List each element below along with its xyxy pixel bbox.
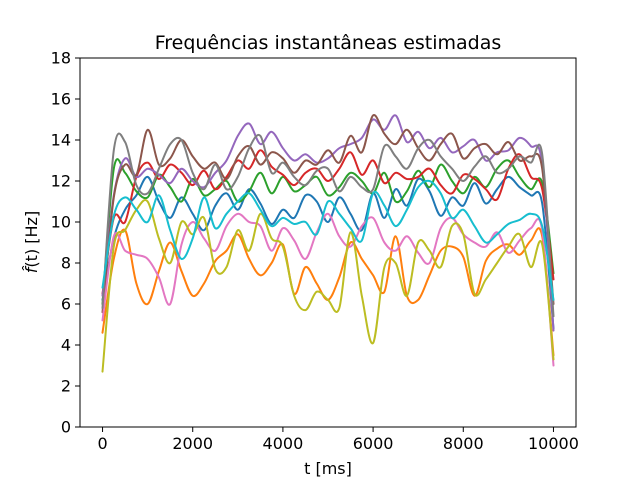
y-tick-label: 16 [51,90,71,109]
series-line-6 [101,114,555,314]
x-axis-label: t [ms] [304,459,352,478]
x-tick-label: 8000 [443,434,484,453]
series-layer [101,114,555,373]
series-line-7 [101,212,555,367]
x-tick-label: 2000 [172,434,213,453]
plot-area [80,58,576,427]
y-axis-ticks: 0 2 4 6 8 10 12 14 16 18 [51,49,80,437]
y-tick-label: 18 [51,49,71,68]
series-line-8 [101,132,555,318]
y-axis-label: f̂(t) [Hz] [22,211,41,273]
series-line-10 [101,179,555,301]
chart-title: Frequências instantâneas estimadas [155,32,502,54]
y-tick-label: 4 [61,336,71,355]
y-tick-label: 10 [51,213,71,232]
x-tick-label: 10000 [528,434,579,453]
series-line-4 [101,149,555,295]
axes-frame [79,57,577,428]
x-tick-label: 4000 [263,434,304,453]
x-tick-label: 0 [97,434,107,453]
y-tick-label: 12 [51,172,71,191]
x-tick-label: 6000 [353,434,394,453]
y-tick-label: 6 [61,295,71,314]
y-axis-label-unit: [Hz] [22,211,41,249]
y-tick-label: 14 [51,131,71,150]
x-axis-ticks: 0 2000 4000 6000 8000 10000 [97,427,579,453]
y-tick-label: 2 [61,377,71,396]
y-tick-label: 8 [61,254,71,273]
y-axis-label-argument: (t) [22,249,41,268]
y-tick-label: 0 [61,418,71,437]
y-axis-label-symbol: f̂ [22,265,41,273]
series-line-3 [101,158,555,305]
